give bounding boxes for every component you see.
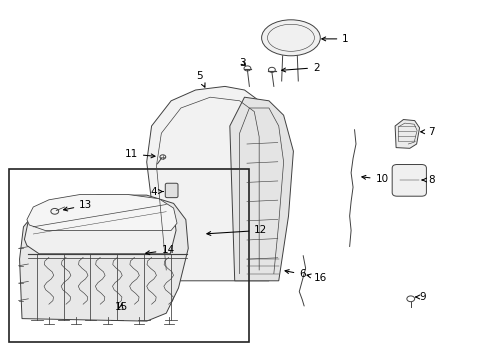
Text: 5: 5 — [196, 71, 204, 87]
Text: 12: 12 — [206, 225, 267, 235]
Text: 16: 16 — [306, 273, 326, 283]
Text: 11: 11 — [124, 149, 155, 159]
Text: 8: 8 — [421, 175, 434, 185]
Polygon shape — [20, 195, 188, 321]
Polygon shape — [394, 120, 419, 148]
Text: 9: 9 — [415, 292, 426, 302]
Text: 3: 3 — [239, 58, 245, 68]
FancyBboxPatch shape — [165, 183, 178, 198]
Bar — [9, 169, 249, 342]
Text: 10: 10 — [361, 174, 388, 184]
Polygon shape — [27, 194, 177, 230]
Text: 15: 15 — [114, 302, 128, 312]
Text: 14: 14 — [145, 245, 174, 255]
Ellipse shape — [261, 20, 320, 56]
Polygon shape — [229, 97, 293, 281]
Text: 13: 13 — [63, 200, 92, 211]
FancyBboxPatch shape — [391, 165, 426, 196]
Text: 1: 1 — [321, 34, 348, 44]
Polygon shape — [24, 197, 176, 254]
Text: 4: 4 — [150, 186, 163, 197]
Text: 6: 6 — [285, 269, 305, 279]
Text: 2: 2 — [281, 63, 319, 73]
Polygon shape — [146, 86, 268, 281]
Text: 7: 7 — [420, 127, 434, 137]
